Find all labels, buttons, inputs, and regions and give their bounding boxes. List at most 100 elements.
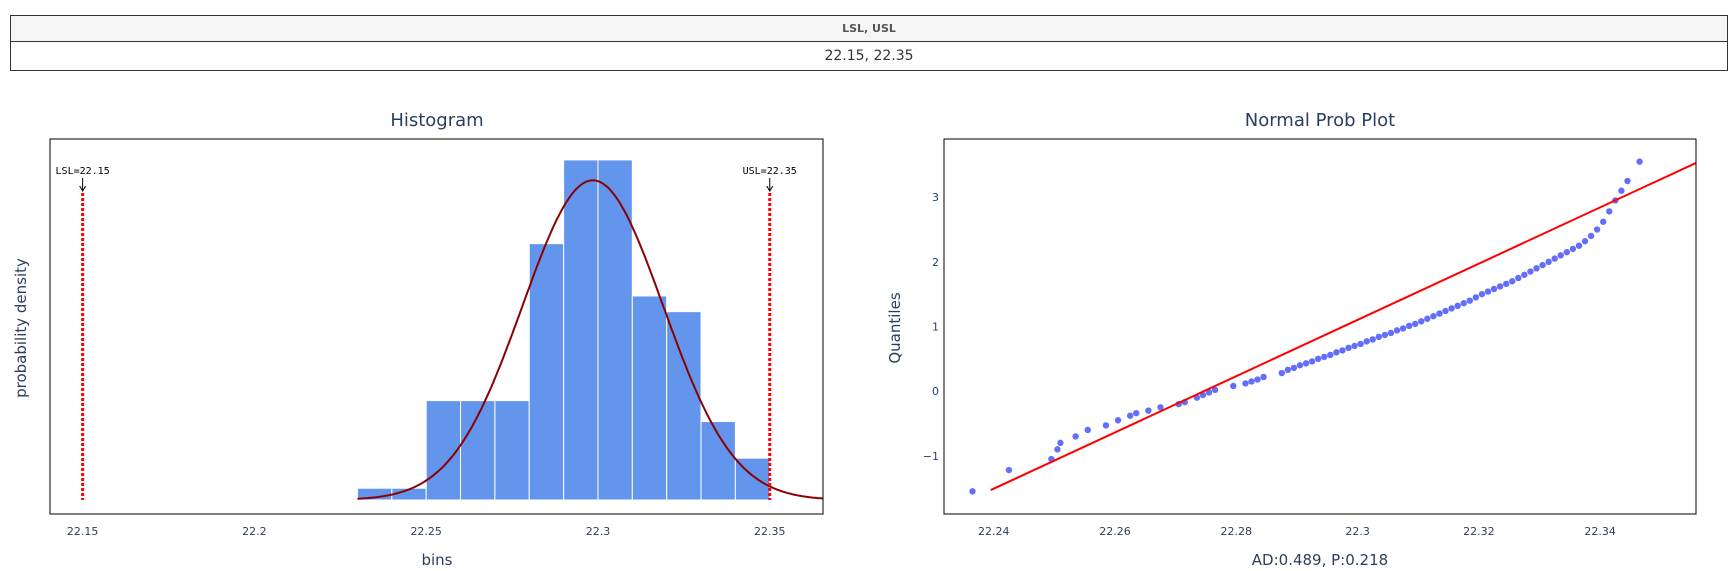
npp-x-tick: 22.24 xyxy=(978,525,1010,538)
npp-x-tick: 22.26 xyxy=(1099,525,1131,538)
npp-point xyxy=(1490,285,1498,293)
histogram-bar xyxy=(494,400,530,501)
npp-y-axis-label: Quantiles xyxy=(886,292,904,363)
spec-limit-lines: LSL=22.15 USL=22.35 xyxy=(56,166,797,500)
npp-point xyxy=(1618,187,1625,194)
npp-point xyxy=(1357,340,1364,348)
npp-point xyxy=(1145,407,1152,414)
npp-point xyxy=(1296,362,1304,369)
npp-point xyxy=(1133,409,1140,417)
npp-point xyxy=(1157,404,1164,411)
histogram-plot-frame xyxy=(49,138,824,515)
npp-points xyxy=(969,158,1643,495)
npp-point xyxy=(1551,255,1558,262)
npp-point xyxy=(1369,336,1376,343)
npp-x-tick: 22.3 xyxy=(1345,525,1370,538)
npp-point xyxy=(1569,245,1577,253)
npp-point xyxy=(1405,322,1413,330)
spec-limit-label: USL=22.35 xyxy=(743,166,797,177)
npp-x-axis-label: AD:0.489, P:0.218 xyxy=(1252,551,1388,569)
histogram-y-axis-label: probability density xyxy=(12,258,30,398)
histogram-bar xyxy=(563,159,599,501)
npp-point xyxy=(1496,283,1504,290)
npp-point xyxy=(1351,342,1358,350)
histogram-x-tick: 22.15 xyxy=(67,525,99,538)
spec-limits-table: LSL, USL 22.15, 22.35 xyxy=(10,15,1728,71)
npp-point xyxy=(1327,351,1334,359)
spec-table-header: LSL, USL xyxy=(10,15,1728,42)
npp-point xyxy=(1593,226,1601,233)
density-curve xyxy=(357,179,824,500)
histogram-bar xyxy=(528,243,565,501)
npp-x-tick: 22.34 xyxy=(1584,525,1616,538)
npp-point xyxy=(1260,373,1267,381)
npp-point xyxy=(1205,389,1213,396)
npp-point xyxy=(1072,433,1079,440)
npp-point xyxy=(1478,290,1486,298)
histogram-x-axis-label: bins xyxy=(421,551,452,569)
npp-plot-frame xyxy=(943,138,1697,515)
npp-x-tick: 22.32 xyxy=(1463,525,1495,538)
npp-x-ticks: 22.24 22.26 22.28 22.3 22.32 22.34 xyxy=(978,525,1616,538)
npp-point xyxy=(1424,315,1431,322)
histogram-x-tick: 22.3 xyxy=(586,525,611,538)
npp-point xyxy=(1460,300,1467,307)
histogram-x-ticks: 22.15 22.2 22.25 22.3 22.35 xyxy=(67,525,786,538)
histogram-x-tick: 22.2 xyxy=(242,525,267,538)
npp-point xyxy=(1442,307,1449,315)
npp-point xyxy=(1430,312,1437,320)
npp-point xyxy=(1533,265,1540,272)
npp-point xyxy=(1230,382,1237,390)
npp-y-tick: 1 xyxy=(932,321,939,334)
npp-point xyxy=(1284,366,1292,374)
npp-point xyxy=(1314,355,1322,363)
npp-point xyxy=(1375,333,1383,341)
npp-y-tick: 3 xyxy=(932,191,939,204)
histogram-bar xyxy=(597,159,633,501)
spec-table-value: 22.15, 22.35 xyxy=(10,41,1728,71)
npp-point xyxy=(969,488,976,495)
npp-point xyxy=(1636,158,1643,165)
npp-point xyxy=(1126,412,1134,419)
npp-point xyxy=(1575,242,1583,249)
npp-point xyxy=(1381,331,1389,339)
npp-point xyxy=(1308,358,1316,365)
npp-point xyxy=(1254,376,1261,383)
spec-limit-arrowhead xyxy=(766,185,774,192)
npp-point xyxy=(1545,258,1552,266)
npp-point xyxy=(1587,232,1595,240)
npp-fit-line xyxy=(990,162,1697,491)
npp-point xyxy=(1399,325,1407,332)
npp-point xyxy=(1102,422,1110,429)
histogram-x-tick: 22.25 xyxy=(410,525,442,538)
npp-y-tick: 0 xyxy=(932,385,939,398)
npp-point xyxy=(1278,369,1285,377)
npp-point xyxy=(1290,364,1298,372)
histogram-bar xyxy=(666,311,702,501)
npp-point xyxy=(1363,338,1370,345)
npp-point xyxy=(1454,302,1461,310)
npp-point xyxy=(1339,347,1346,354)
npp-point xyxy=(1563,248,1571,256)
npp-point xyxy=(1302,360,1310,367)
npp-y-tick: −1 xyxy=(923,450,939,463)
npp-point xyxy=(1539,261,1546,269)
npp-point xyxy=(1333,349,1340,356)
npp-point xyxy=(1114,417,1122,424)
npp-point xyxy=(1418,318,1425,325)
normal-prob-plot: Normal Prob Plot 22.24 22.26 22.28 22.3 22.3… xyxy=(886,110,1697,569)
spec-limit-label: LSL=22.15 xyxy=(56,166,110,177)
npp-point xyxy=(1321,353,1328,361)
histogram-x-tick: 22.35 xyxy=(754,525,786,538)
npp-point xyxy=(1515,274,1522,282)
npp-point xyxy=(1248,378,1255,385)
npp-x-tick: 22.28 xyxy=(1221,525,1253,538)
npp-point xyxy=(1242,380,1249,387)
npp-point xyxy=(1345,344,1352,352)
npp-point xyxy=(1054,446,1061,453)
npp-point xyxy=(1084,426,1091,434)
npp-point xyxy=(1509,278,1516,285)
npp-point xyxy=(1466,297,1473,304)
npp-point xyxy=(1412,320,1419,328)
